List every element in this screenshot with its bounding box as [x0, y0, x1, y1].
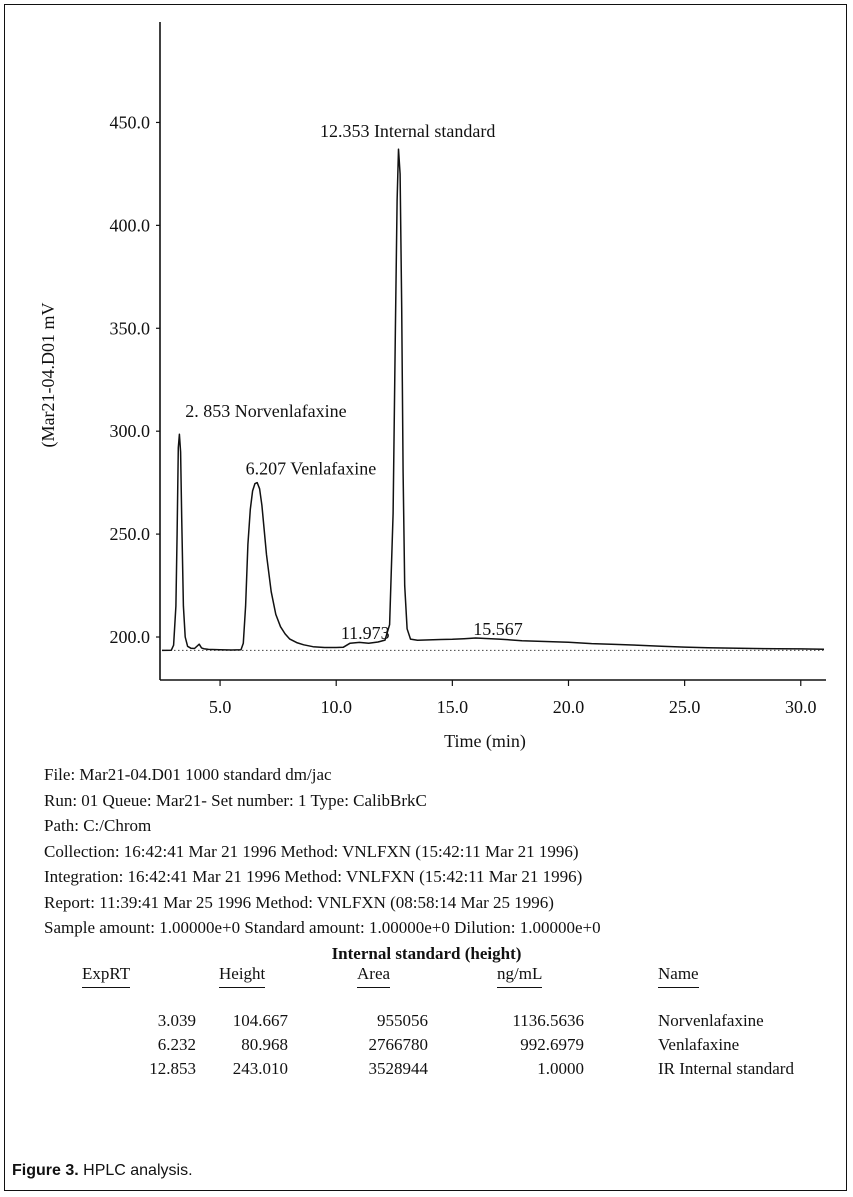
caption-label: Figure 3.: [12, 1162, 79, 1179]
metadata-report: Report: 11:39:41 Mar 25 1996 Method: VNL…: [44, 892, 554, 912]
peak-label: 2. 853 Norvenlafaxine: [185, 401, 346, 421]
chromatogram-trace: [161, 148, 825, 652]
cell-ngml: 1136.5636: [512, 1011, 584, 1030]
x-tick-label: 20.0: [553, 697, 585, 717]
header-ngml: ng/mL: [497, 964, 543, 988]
y-tick-label: 400.0: [110, 215, 151, 235]
cell-height: 80.968: [241, 1035, 288, 1054]
y-tick-label: 300.0: [110, 421, 151, 441]
metadata-path: Path: C:/Chrom: [44, 816, 152, 835]
chromatogram-chart: 200.0 250.0 300.0 350.0 400.0 450.0 5.0 10.0 15.…: [38, 22, 826, 752]
x-tick-label: 25.0: [669, 697, 701, 717]
x-axis-label: Time (min): [444, 731, 526, 752]
run-metadata: File: Mar21-04.D01 1000 standard dm/jac …: [44, 762, 824, 941]
header-area: Area: [357, 964, 391, 988]
cell-name: Venlafaxine: [658, 1035, 740, 1054]
metadata-integration: Integration: 16:42:41 Mar 21 1996 Method…: [44, 867, 583, 886]
header-height: Height: [219, 964, 266, 988]
results-table-title: Internal standard (height): [331, 944, 522, 963]
y-tick-label: 450.0: [110, 112, 151, 132]
figure-frame: [4, 4, 847, 1191]
y-tick-label: 350.0: [110, 318, 151, 338]
cell-name: Norvenlafaxine: [658, 1011, 764, 1030]
y-tick-label: 200.0: [110, 627, 151, 647]
cell-height: 104.667: [232, 1011, 288, 1030]
cell-height: 243.010: [232, 1059, 288, 1078]
metadata-run: Run: 01 Queue: Mar21- Set number: 1 Type…: [44, 790, 427, 810]
cell-name: IR Internal standard: [658, 1059, 794, 1078]
header-exprt: ExpRT: [82, 964, 131, 988]
x-tick-label: 15.0: [437, 697, 469, 717]
x-tick-label: 5.0: [209, 697, 232, 717]
cell-exprt: 3.039: [157, 1011, 196, 1030]
y-tick-label: 250.0: [110, 524, 151, 544]
metadata-file: File: Mar21-04.D01 1000 standard dm/jac: [44, 765, 332, 784]
cell-area: 2766780: [368, 1035, 429, 1054]
x-tick-label: 30.0: [785, 697, 817, 717]
cell-area: 3528944: [368, 1059, 429, 1078]
peak-label: 11.973: [341, 623, 390, 643]
cell-exprt: 12.853: [149, 1059, 196, 1078]
y-axis-label: (Mar21-04.D01 mV: [38, 303, 59, 448]
peak-label: 6.207 Venlafaxine: [246, 458, 377, 478]
metadata-collection: Collection: 16:42:41 Mar 21 1996 Method:…: [44, 841, 579, 861]
cell-ngml: 1.0000: [537, 1059, 584, 1078]
x-tick-label: 10.0: [320, 697, 352, 717]
caption-text: HPLC analysis.: [78, 1162, 193, 1179]
figure-caption: Figure 3. HPLC analysis.: [12, 1162, 193, 1180]
cell-exprt: 6.232: [157, 1035, 196, 1054]
peak-label: 15.567: [473, 619, 522, 639]
peak-label: 12.353 Internal standard: [320, 121, 495, 141]
header-name: Name: [658, 964, 699, 988]
metadata-amounts: Sample amount: 1.00000e+0 Standard amoun…: [44, 918, 601, 937]
cell-ngml: 992.6979: [520, 1035, 584, 1054]
cell-area: 955056: [377, 1011, 428, 1030]
